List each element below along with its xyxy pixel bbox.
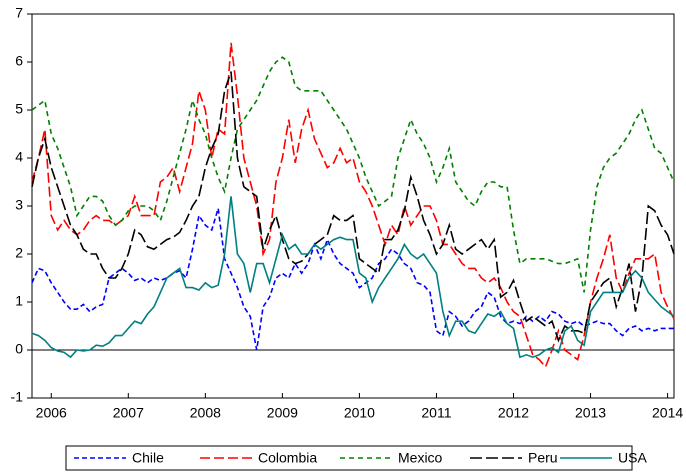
x-tick-label: 2014 [652, 405, 683, 421]
y-tick-label: 5 [15, 101, 23, 117]
x-tick-label: 2012 [498, 405, 529, 421]
series-line [31, 71, 675, 343]
y-tick-label: 3 [15, 197, 23, 213]
legend-label: Peru [528, 450, 558, 466]
x-tick-label: 2009 [267, 405, 298, 421]
series-line [31, 56, 675, 293]
legend-label: Mexico [398, 450, 443, 466]
y-tick-label: 0 [15, 341, 23, 357]
legend-label: USA [618, 450, 647, 466]
x-tick-label: 2013 [575, 405, 606, 421]
y-tick-label: 4 [15, 149, 23, 165]
x-tick-label: 2008 [190, 405, 221, 421]
legend-label: Colombia [258, 450, 317, 466]
y-tick-label: 1 [15, 293, 23, 309]
y-tick-label: 7 [15, 5, 23, 21]
y-tick-label: 2 [15, 245, 23, 261]
x-tick-label: 2006 [36, 405, 67, 421]
legend-box [65, 445, 633, 471]
x-tick-label: 2010 [344, 405, 375, 421]
y-tick-label: 6 [15, 53, 23, 69]
legend-label: Chile [132, 450, 164, 466]
x-tick-label: 2011 [421, 405, 451, 421]
series-line [31, 42, 675, 369]
x-tick-label: 2007 [113, 405, 144, 421]
series-line [31, 208, 674, 351]
series-line [31, 196, 675, 359]
y-tick-label: -1 [11, 389, 24, 405]
